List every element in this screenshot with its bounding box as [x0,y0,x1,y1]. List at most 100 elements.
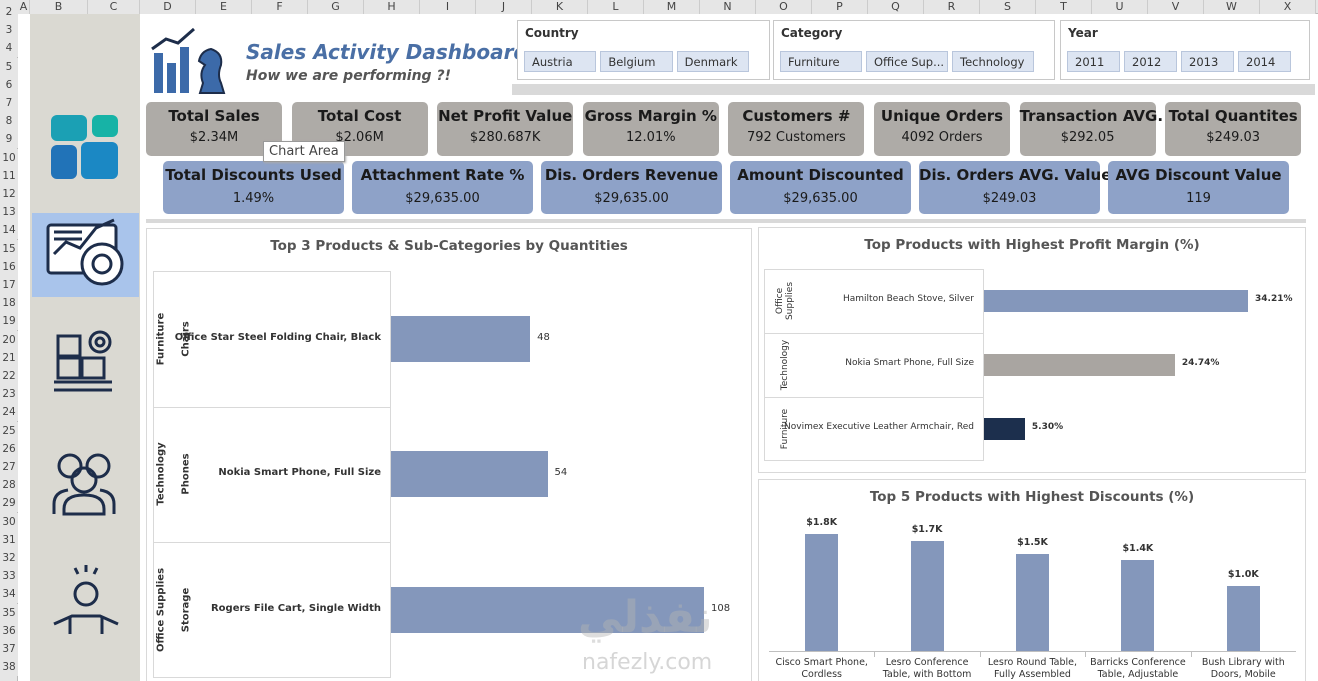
column-header: J [476,0,532,14]
stress-icon[interactable] [53,565,119,634]
column-header: Q [868,0,924,14]
analytics-icon[interactable] [46,218,124,286]
category-label: Nokia Smart Phone, Full Size [845,358,974,368]
bar [984,354,1175,376]
kpi-card: Dis. Orders AVG. Value $249.03 [919,161,1111,214]
column-header: E [196,0,252,14]
group-label: Technology [780,339,790,391]
kpi-card: Net Profit Value $280.687K [437,102,574,156]
kpi-value: $2.06M [335,130,384,145]
kpi-card: Transaction AVG. $292.05 [1019,102,1163,156]
row-header: 5 [0,57,18,76]
column-header: P [812,0,868,14]
label-area-border [153,271,391,678]
kpi-value: $249.03 [1206,130,1261,145]
slicer-item[interactable]: 2014 [1238,51,1291,72]
column-header: B [30,0,88,14]
row-header: 26 [0,439,18,458]
row-divider [153,406,391,408]
column-header: A [18,0,30,14]
kpi-label: Unique Orders [880,107,1004,125]
row-header: 13 [0,203,18,222]
column-header: F [252,0,308,14]
slicer-item[interactable]: 2011 [1067,51,1120,72]
kpi-value: $29,635.00 [405,191,480,206]
row-header: 29 [0,494,18,513]
kpi-card: Unique Orders 4092 Orders [874,102,1010,156]
group-label: Office Supplies [155,567,167,652]
kpi-card: Dis. Orders Revenue $29,635.00 [541,161,722,214]
axis-tick [874,651,876,657]
row-header: 2 [0,3,18,21]
column-header: L [588,0,644,14]
row-header: 32 [0,549,18,567]
kpi-card: AVG Discount Value 119 [1108,161,1289,214]
slicer-item[interactable]: Technology [952,51,1034,72]
inventory-icon[interactable] [54,330,112,392]
kpi-card: Total Cost $2.06M [291,102,428,156]
data-label: 54 [554,467,568,479]
kpi-label: AVG Discount Value [1115,166,1282,184]
bar [1226,586,1260,651]
column-header: H [364,0,420,14]
kpi-label: Attachment Rate % [360,166,525,184]
row-header: 6 [0,75,18,94]
chart-title: Top Products with Highest Profit Margin … [864,237,1200,253]
column-header: K [532,0,588,14]
dashboard-icon[interactable] [51,115,118,179]
watermark-latin: nafezly.com [582,650,713,675]
row-header: 31 [0,530,18,549]
subcategory-label: Phones [180,453,192,495]
data-label: $1.0K [1227,569,1259,580]
kpi-value: 4092 Orders [901,130,983,145]
slicer-title: Category [781,26,843,40]
bar [391,315,531,362]
kpi-card: Total Discounts Used 1.49% [163,161,344,214]
customers-icon[interactable] [52,453,116,516]
kpi-card: Amount Discounted $29,635.00 [730,161,911,214]
slicer-item[interactable]: 2012 [1124,51,1177,72]
row-header: 10 [0,148,18,167]
row-header: 9 [0,130,18,149]
column-header: N [700,0,756,14]
column-header: C [88,0,140,14]
chart-card[interactable]: Top 3 Products & Sub-Categories by Quant… [146,228,752,681]
data-label: $1.5K [1017,536,1048,548]
x-tick-label: Cisco Smart Phone, Cordless [775,657,868,680]
slicer-item[interactable]: Office Sup... [866,51,948,72]
column-header: I [420,0,476,14]
row-header: 25 [0,421,18,440]
kpi-label: Total Sales [168,107,260,125]
bar [984,290,1248,312]
kpi-value: $29,635.00 [783,191,858,206]
chart-card[interactable]: Top Products with Highest Profit Margin … [758,227,1306,473]
kpi-label: Amount Discounted [737,166,904,184]
slicer: Country Austria Belgium Denmark [517,20,770,80]
slicer-item[interactable]: Denmark [676,51,749,72]
chart-card[interactable]: Top 5 Products with Highest Discounts (%… [758,479,1306,681]
kpi-value: $292.05 [1060,130,1115,145]
row-header: 16 [0,257,18,276]
x-tick-label: Lesro Round Table, Fully Assembled [987,657,1078,680]
slicer-item[interactable]: Austria [524,51,597,72]
axis-tick [1085,651,1087,657]
kpi-card: Total Quantites $249.03 [1165,102,1302,156]
row-divider [764,397,984,398]
column-header: V [1148,0,1204,14]
row-header: 19 [0,312,18,331]
row-header: 33 [0,567,18,586]
kpi-value: $2.34M [189,130,239,145]
slicer-item[interactable]: 2013 [1181,51,1234,72]
column-header: G [308,0,364,14]
slicer-item[interactable]: Furniture [780,51,862,72]
data-label: 5.30% [1031,422,1064,432]
kpi-card: Customers # 792 Customers [728,102,865,156]
row-header: 37 [0,640,18,658]
row-divider [153,542,391,543]
axis-tick [1190,651,1192,657]
slicer-item[interactable]: Belgium [600,51,673,72]
kpi-value: 119 [1186,191,1211,206]
kpi-card: Attachment Rate % $29,635.00 [352,161,533,214]
row-header: 35 [0,603,18,622]
